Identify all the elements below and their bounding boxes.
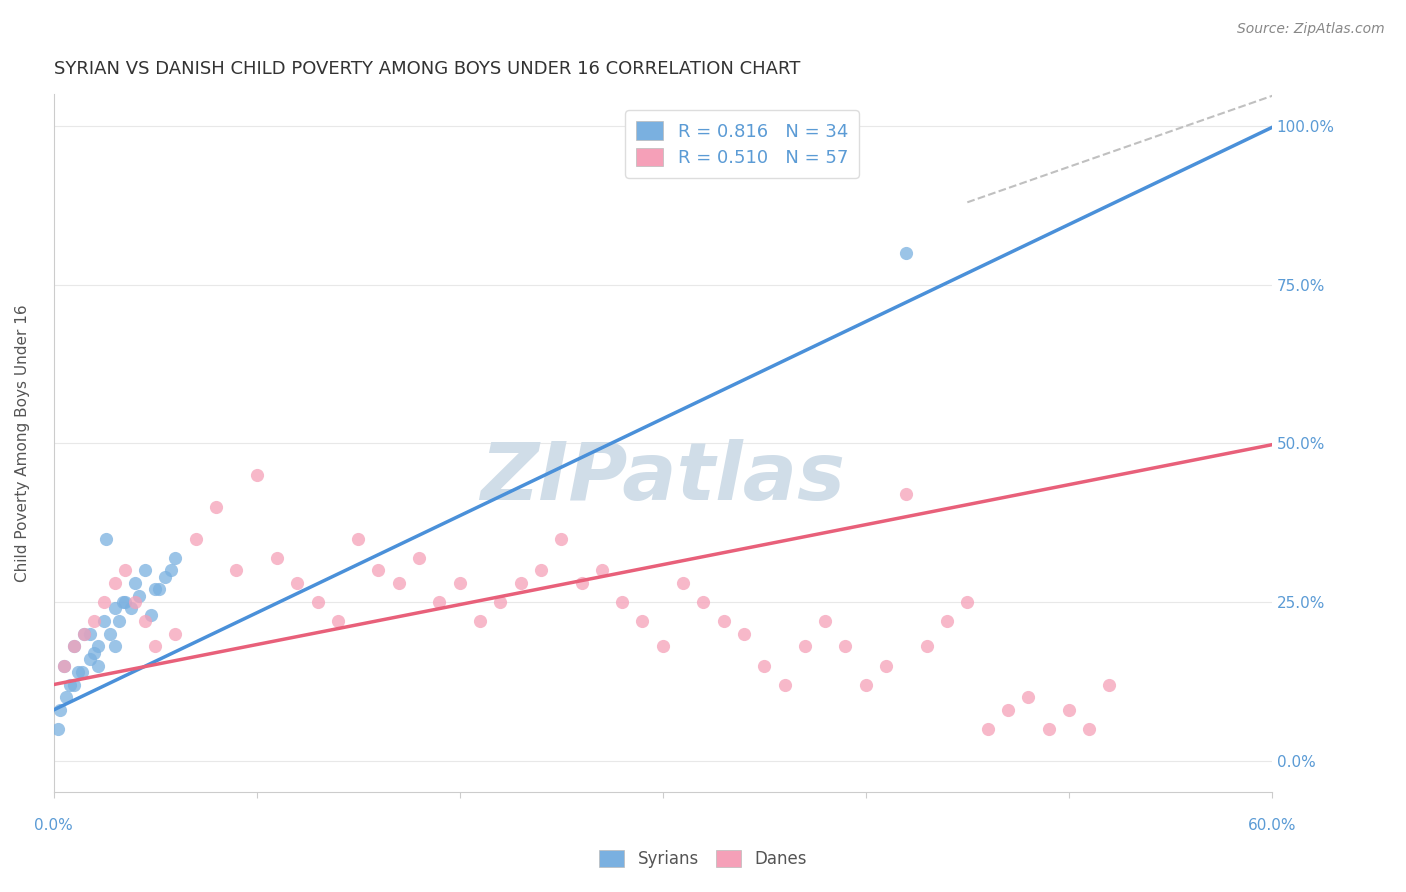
Point xyxy=(63,677,86,691)
Point xyxy=(87,658,110,673)
Point xyxy=(875,658,897,673)
Point xyxy=(103,576,125,591)
Point xyxy=(509,576,531,591)
Point xyxy=(52,658,75,673)
Point xyxy=(672,576,695,591)
Point xyxy=(111,595,134,609)
Text: 0.0%: 0.0% xyxy=(34,818,73,833)
Point xyxy=(976,722,998,736)
Point xyxy=(103,640,125,654)
Point xyxy=(793,640,815,654)
Point xyxy=(143,640,166,654)
Point xyxy=(70,665,93,679)
Point xyxy=(93,595,115,609)
Point xyxy=(915,640,938,654)
Point xyxy=(114,595,136,609)
Point xyxy=(79,627,101,641)
Point xyxy=(120,601,142,615)
Point xyxy=(134,563,156,577)
Point xyxy=(326,614,349,628)
Point xyxy=(79,652,101,666)
Point xyxy=(266,550,288,565)
Point xyxy=(347,532,370,546)
Point xyxy=(468,614,491,628)
Point xyxy=(651,640,673,654)
Point xyxy=(225,563,247,577)
Point xyxy=(124,576,146,591)
Point xyxy=(63,640,86,654)
Point xyxy=(143,582,166,597)
Point xyxy=(936,614,959,628)
Text: ZIPatlas: ZIPatlas xyxy=(481,440,845,517)
Point xyxy=(103,601,125,615)
Point xyxy=(73,627,96,641)
Point xyxy=(52,658,75,673)
Point xyxy=(631,614,654,628)
Point xyxy=(307,595,329,609)
Point xyxy=(139,607,162,622)
Point xyxy=(66,665,89,679)
Point xyxy=(1078,722,1101,736)
Point xyxy=(63,640,86,654)
Point xyxy=(834,640,856,654)
Y-axis label: Child Poverty Among Boys Under 16: Child Poverty Among Boys Under 16 xyxy=(15,304,30,582)
Point xyxy=(83,614,105,628)
Point xyxy=(55,690,77,705)
Point xyxy=(896,487,918,501)
Point xyxy=(114,563,136,577)
Point xyxy=(773,677,796,691)
Point xyxy=(59,677,82,691)
Point xyxy=(388,576,411,591)
Point xyxy=(814,614,837,628)
Point xyxy=(956,595,979,609)
Point xyxy=(713,614,735,628)
Point xyxy=(571,576,593,591)
Point xyxy=(165,627,187,641)
Point xyxy=(134,614,156,628)
Point xyxy=(489,595,512,609)
Point xyxy=(530,563,553,577)
Point xyxy=(83,646,105,660)
Point xyxy=(896,246,918,260)
Point xyxy=(155,570,177,584)
Point xyxy=(1017,690,1039,705)
Point xyxy=(100,627,122,641)
Point xyxy=(285,576,308,591)
Legend: Syrians, Danes: Syrians, Danes xyxy=(593,843,813,875)
Point xyxy=(160,563,183,577)
Point xyxy=(610,595,633,609)
Point xyxy=(124,595,146,609)
Text: 60.0%: 60.0% xyxy=(1247,818,1296,833)
Point xyxy=(733,627,755,641)
Point xyxy=(1038,722,1060,736)
Point xyxy=(997,703,1019,717)
Point xyxy=(87,640,110,654)
Point xyxy=(205,500,228,514)
Point xyxy=(107,614,129,628)
Point xyxy=(1057,703,1080,717)
Legend: R = 0.816   N = 34, R = 0.510   N = 57: R = 0.816 N = 34, R = 0.510 N = 57 xyxy=(626,111,859,178)
Point xyxy=(692,595,714,609)
Point xyxy=(754,658,776,673)
Point xyxy=(48,703,70,717)
Point xyxy=(128,589,150,603)
Point xyxy=(165,550,187,565)
Point xyxy=(449,576,471,591)
Point xyxy=(429,595,451,609)
Point xyxy=(550,532,572,546)
Point xyxy=(408,550,430,565)
Point xyxy=(1098,677,1121,691)
Point xyxy=(367,563,389,577)
Point xyxy=(148,582,170,597)
Point xyxy=(591,563,613,577)
Point xyxy=(96,532,118,546)
Point xyxy=(184,532,207,546)
Point xyxy=(73,627,96,641)
Point xyxy=(246,468,269,483)
Text: SYRIAN VS DANISH CHILD POVERTY AMONG BOYS UNDER 16 CORRELATION CHART: SYRIAN VS DANISH CHILD POVERTY AMONG BOY… xyxy=(53,60,800,78)
Point xyxy=(93,614,115,628)
Point xyxy=(46,722,69,736)
Point xyxy=(855,677,877,691)
Text: Source: ZipAtlas.com: Source: ZipAtlas.com xyxy=(1237,22,1385,37)
